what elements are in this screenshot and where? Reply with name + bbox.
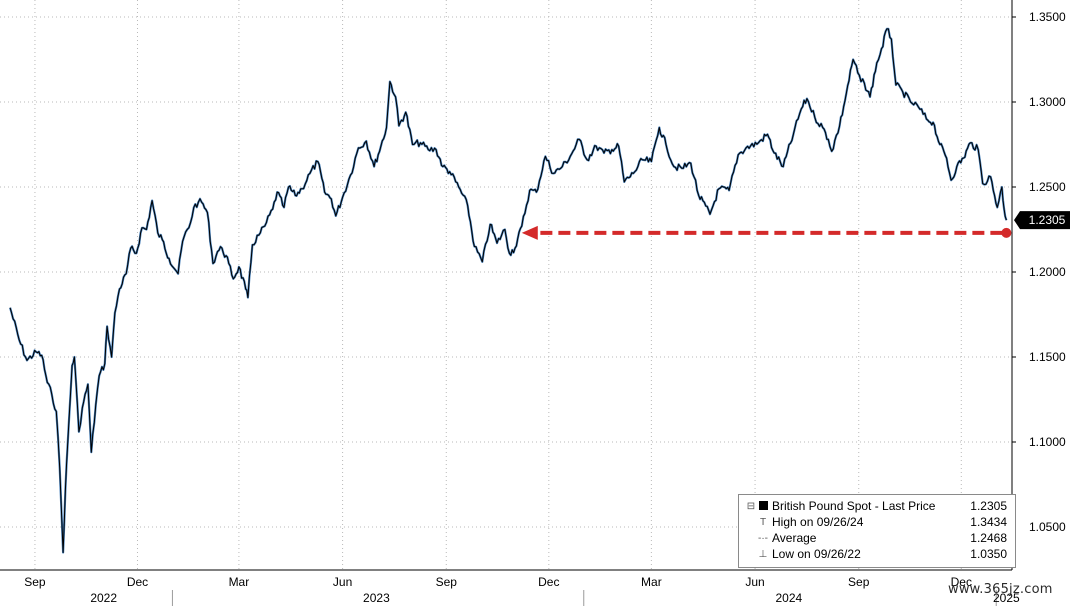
legend-row-series: ⊟ British Pound Spot - Last Price 1.2305	[739, 498, 1015, 514]
watermark: www.365jz.com	[948, 582, 1053, 597]
year-label: 2023	[363, 591, 390, 605]
x-tick-label: Sep	[436, 575, 458, 589]
legend-average-label: Average	[772, 531, 817, 545]
legend-average-value: 1.2468	[970, 531, 1007, 545]
y-tick-label: 1.2000	[1029, 265, 1066, 279]
legend-high-value: 1.3434	[970, 515, 1007, 529]
x-tick-label: Sep	[848, 575, 870, 589]
y-tick-label: 1.2500	[1029, 180, 1066, 194]
legend-row-average: -·- Average 1.2468	[739, 530, 1015, 546]
last-price-tag	[1014, 211, 1070, 230]
legend-series-value: 1.2305	[970, 499, 1007, 513]
x-tick-label: Mar	[229, 575, 250, 589]
legend-row-low: ⊥ Low on 09/26/22 1.0350	[739, 546, 1015, 562]
x-tick-label: Jun	[745, 575, 764, 589]
year-label: 2025	[993, 591, 1020, 605]
legend-expand-icon: ⊟	[746, 501, 756, 512]
x-tick-label: Jun	[333, 575, 352, 589]
x-tick-label: Dec	[127, 575, 148, 589]
y-tick-label: 1.0500	[1029, 520, 1066, 534]
low-marker-icon: ⊥	[758, 549, 768, 560]
series-line	[9, 28, 1007, 553]
year-label: 2022	[90, 591, 117, 605]
legend-series-swatch	[759, 501, 768, 510]
legend: ⊟ British Pound Spot - Last Price 1.2305…	[738, 494, 1016, 568]
x-tick-label: Dec	[538, 575, 559, 589]
y-tick-label: 1.3500	[1029, 10, 1066, 24]
y-tick-label: 1.1000	[1029, 435, 1066, 449]
legend-series-label: British Pound Spot - Last Price	[772, 499, 936, 513]
x-tick-label: Sep	[24, 575, 46, 589]
last-price-label: 1.2305	[1029, 213, 1066, 227]
legend-high-label: High on 09/26/24	[772, 515, 864, 529]
year-label: 2024	[776, 591, 803, 605]
x-tick-label: Dec	[951, 575, 972, 589]
y-tick-label: 1.1500	[1029, 350, 1066, 364]
high-marker-icon: T	[759, 517, 767, 528]
annotation-arrowhead	[521, 225, 538, 240]
annotation-layer	[521, 225, 1012, 240]
series-layer	[9, 27, 1008, 554]
annotation-end-dot	[1001, 227, 1012, 238]
y-tick-label: 1.3000	[1029, 95, 1066, 109]
legend-row-high: T High on 09/26/24 1.3434	[739, 514, 1015, 530]
series-line-shadow	[9, 27, 1008, 554]
grid-layer	[0, 0, 1012, 570]
legend-low-value: 1.0350	[970, 547, 1007, 561]
x-tick-label: Mar	[641, 575, 662, 589]
legend-low-label: Low on 09/26/22	[772, 547, 861, 561]
average-marker-icon: -·-	[758, 533, 768, 544]
